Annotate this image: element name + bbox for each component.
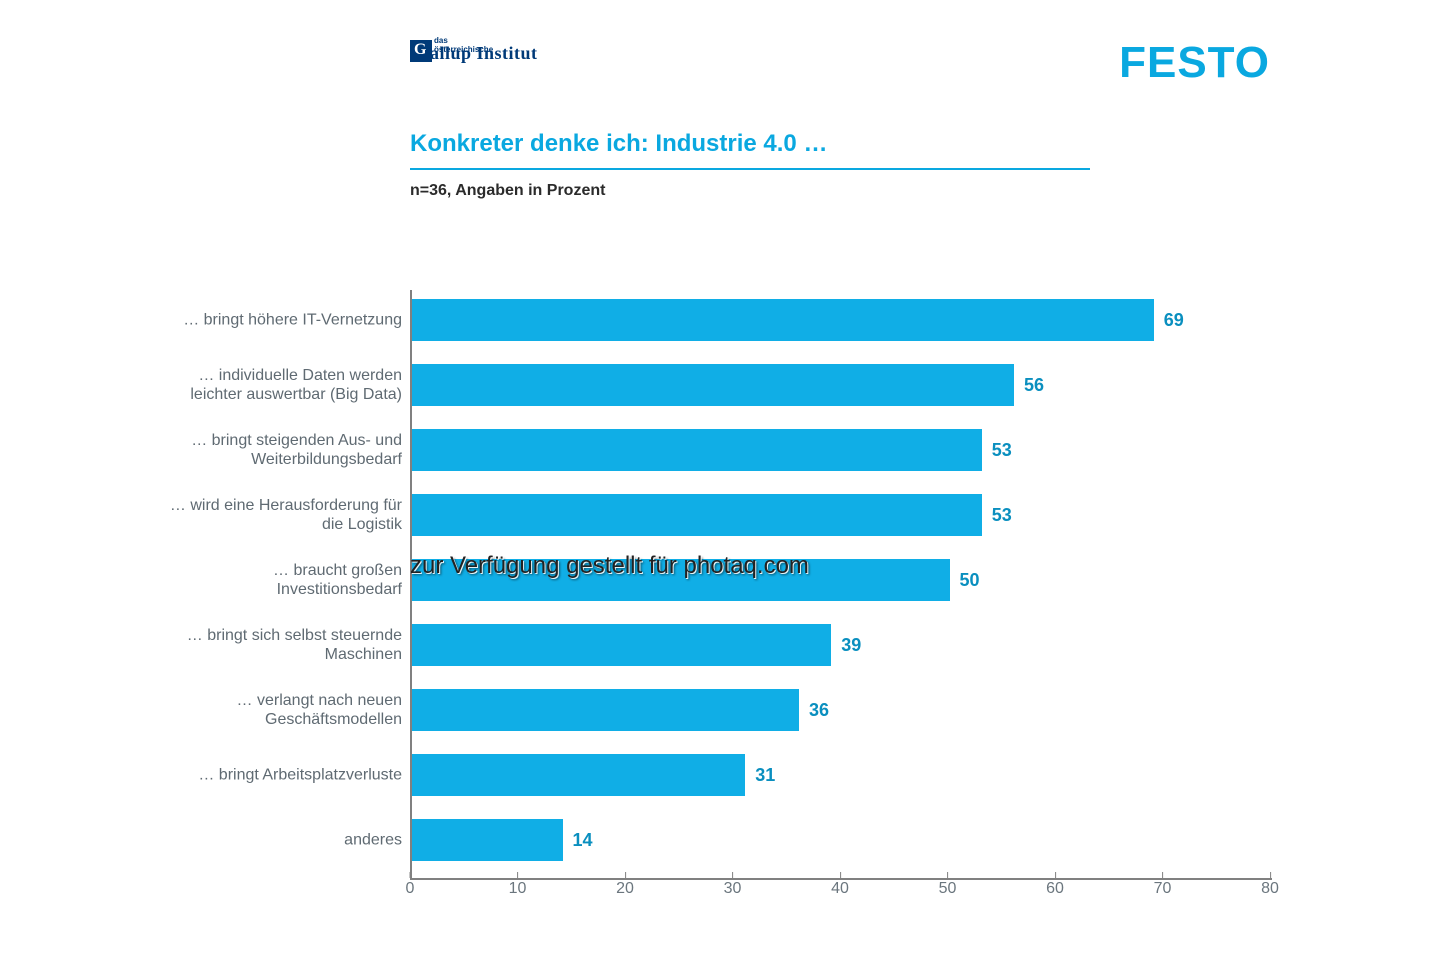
x-tick: 30: [724, 880, 742, 898]
value-label: 69: [1164, 310, 1184, 331]
chart-row: anderes14: [412, 819, 593, 861]
title-rule: [410, 168, 1090, 170]
chart-row: … braucht großen Investitionsbedarf50: [412, 559, 980, 601]
chart-row: … individuelle Daten werden leichter aus…: [412, 364, 1044, 406]
bar: [412, 364, 1014, 406]
value-label: 36: [809, 700, 829, 721]
chart-row: … bringt steigenden Aus- und Weiterbildu…: [412, 429, 1012, 471]
chart-row: … bringt höhere IT-Vernetzung69: [412, 299, 1184, 341]
value-label: 50: [960, 570, 980, 591]
gallup-logo-mark: [410, 40, 432, 62]
bar: [412, 754, 745, 796]
x-tick: 60: [1046, 880, 1064, 898]
chart-row: … wird eine Herausforderung für die Logi…: [412, 494, 1012, 536]
x-tick: 80: [1261, 880, 1279, 898]
plot-area: … bringt höhere IT-Vernetzung69 … individ…: [410, 290, 1272, 880]
festo-logo: FESTO: [1119, 38, 1270, 88]
value-label: 39: [841, 635, 861, 656]
gallup-logo: allup Institut: [410, 40, 550, 64]
row-label: anderes: [162, 831, 402, 850]
value-label: 14: [573, 830, 593, 851]
row-label: … individuelle Daten werden leichter aus…: [162, 366, 402, 404]
bar: [412, 624, 831, 666]
chart-row: … verlangt nach neuen Geschäftsmodellen3…: [412, 689, 829, 731]
row-label: … braucht großen Investitionsbedarf: [162, 561, 402, 599]
bar: [412, 494, 982, 536]
x-tick: 10: [509, 880, 527, 898]
row-label: … verlangt nach neuen Geschäftsmodellen: [162, 691, 402, 729]
bar: [412, 429, 982, 471]
x-tick: 20: [616, 880, 634, 898]
bar: [412, 819, 563, 861]
row-label: … bringt steigenden Aus- und Weiterbildu…: [162, 431, 402, 469]
bar: [412, 689, 799, 731]
chart-title: Konkreter denke ich: Industrie 4.0 …: [410, 130, 1090, 158]
chart-row: … bringt Arbeitsplatzverluste31: [412, 754, 775, 796]
value-label: 56: [1024, 375, 1044, 396]
row-label: … wird eine Herausforderung für die Logi…: [162, 496, 402, 534]
row-label: … bringt sich selbst steuernde Maschinen: [162, 626, 402, 664]
bar: [412, 559, 950, 601]
value-label: 31: [755, 765, 775, 786]
title-block: Konkreter denke ich: Industrie 4.0 … n=3…: [410, 130, 1090, 200]
chart-subtitle: n=36, Angaben in Prozent: [410, 182, 1090, 200]
x-tick: 50: [939, 880, 957, 898]
value-label: 53: [992, 440, 1012, 461]
x-tick: 70: [1154, 880, 1172, 898]
row-label: … bringt Arbeitsplatzverluste: [162, 766, 402, 785]
x-axis-ticks: 01020304050607080: [410, 880, 1270, 910]
value-label: 53: [992, 505, 1012, 526]
row-label: … bringt höhere IT-Vernetzung: [162, 311, 402, 330]
x-tick: 40: [831, 880, 849, 898]
bar: [412, 299, 1154, 341]
x-tick: 0: [406, 880, 415, 898]
bar-chart: … bringt höhere IT-Vernetzung69… individ…: [160, 290, 1280, 910]
gallup-logo-text: allup Institut: [430, 43, 538, 64]
chart-row: … bringt sich selbst steuernde Maschinen…: [412, 624, 861, 666]
